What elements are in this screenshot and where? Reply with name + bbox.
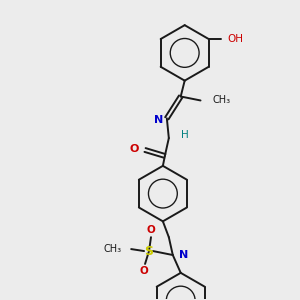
- Text: O: O: [130, 144, 139, 154]
- Text: CH₃: CH₃: [212, 95, 230, 106]
- Text: O: O: [140, 266, 148, 276]
- Text: H: H: [181, 130, 188, 140]
- Text: N: N: [154, 115, 163, 125]
- Text: O: O: [147, 225, 155, 235]
- Text: OH: OH: [227, 34, 244, 44]
- Text: CH₃: CH₃: [103, 244, 121, 254]
- Text: S: S: [145, 244, 154, 258]
- Text: N: N: [179, 250, 188, 260]
